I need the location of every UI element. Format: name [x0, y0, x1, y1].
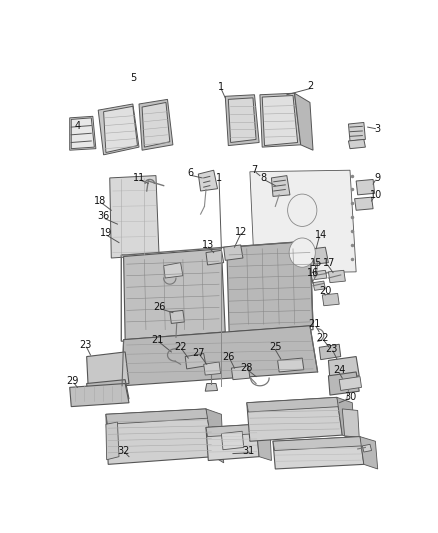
Polygon shape	[170, 310, 184, 324]
Text: 11: 11	[133, 173, 145, 183]
Polygon shape	[227, 241, 313, 332]
Text: 10: 10	[370, 190, 382, 200]
Polygon shape	[294, 93, 313, 150]
Text: 12: 12	[234, 227, 247, 237]
Text: 17: 17	[323, 257, 336, 268]
Text: 28: 28	[240, 363, 253, 373]
Polygon shape	[205, 384, 218, 391]
Text: 22: 22	[174, 342, 187, 352]
Text: 36: 36	[98, 212, 110, 221]
Polygon shape	[204, 362, 221, 375]
Text: 26: 26	[222, 352, 234, 361]
Polygon shape	[260, 93, 301, 147]
Polygon shape	[221, 431, 244, 450]
Text: 16: 16	[307, 269, 319, 278]
Polygon shape	[142, 102, 170, 147]
Polygon shape	[250, 170, 356, 273]
Polygon shape	[313, 270, 327, 280]
Polygon shape	[228, 98, 256, 142]
Text: 1: 1	[218, 82, 224, 92]
Polygon shape	[313, 281, 325, 290]
Polygon shape	[339, 377, 361, 391]
Polygon shape	[328, 372, 359, 395]
Text: 14: 14	[314, 230, 327, 240]
Text: 29: 29	[67, 376, 79, 386]
Text: 21: 21	[308, 319, 321, 329]
Polygon shape	[71, 118, 94, 149]
Polygon shape	[322, 294, 339, 306]
Polygon shape	[87, 379, 129, 403]
Polygon shape	[328, 270, 346, 282]
Polygon shape	[231, 366, 250, 379]
Polygon shape	[278, 358, 304, 372]
Polygon shape	[206, 251, 224, 265]
Polygon shape	[342, 409, 359, 438]
Polygon shape	[124, 249, 225, 340]
Polygon shape	[139, 99, 173, 150]
Polygon shape	[122, 326, 318, 386]
Text: 23: 23	[79, 340, 91, 350]
Polygon shape	[360, 437, 378, 469]
Polygon shape	[103, 106, 138, 152]
Text: 7: 7	[251, 165, 258, 175]
Polygon shape	[319, 344, 341, 360]
Text: 1: 1	[216, 173, 222, 183]
Polygon shape	[106, 409, 214, 464]
Polygon shape	[206, 424, 258, 437]
Polygon shape	[337, 398, 355, 440]
Ellipse shape	[289, 238, 315, 267]
Polygon shape	[106, 409, 208, 424]
Polygon shape	[70, 116, 96, 150]
Polygon shape	[98, 104, 139, 155]
Polygon shape	[328, 357, 359, 379]
Text: 15: 15	[310, 257, 322, 268]
Text: 13: 13	[202, 240, 215, 250]
Text: 4: 4	[74, 120, 81, 131]
Polygon shape	[106, 422, 119, 460]
Text: 21: 21	[151, 335, 164, 345]
Text: 3: 3	[374, 124, 381, 134]
Text: 23: 23	[325, 344, 338, 354]
Polygon shape	[355, 197, 373, 210]
Text: 31: 31	[242, 446, 254, 456]
Text: 18: 18	[94, 196, 106, 206]
Polygon shape	[362, 445, 371, 452]
Text: 20: 20	[319, 286, 332, 296]
Text: 26: 26	[153, 302, 165, 311]
Text: 27: 27	[192, 348, 205, 358]
Text: 6: 6	[187, 168, 194, 179]
Polygon shape	[70, 384, 129, 407]
Text: 24: 24	[333, 366, 346, 375]
Polygon shape	[87, 352, 129, 387]
Text: 25: 25	[269, 342, 282, 352]
Polygon shape	[206, 424, 259, 461]
Polygon shape	[185, 353, 206, 369]
Polygon shape	[224, 245, 243, 260]
Polygon shape	[256, 424, 272, 461]
Polygon shape	[198, 170, 218, 191]
Text: 8: 8	[261, 173, 267, 183]
Polygon shape	[349, 123, 365, 141]
Polygon shape	[349, 140, 365, 149]
Text: 22: 22	[316, 333, 328, 343]
Polygon shape	[356, 180, 374, 195]
Text: 5: 5	[130, 73, 136, 83]
Polygon shape	[247, 398, 339, 412]
Polygon shape	[313, 247, 328, 264]
Text: 2: 2	[307, 80, 313, 91]
Text: 32: 32	[117, 446, 130, 456]
Polygon shape	[164, 263, 183, 278]
Polygon shape	[206, 409, 224, 463]
Text: 9: 9	[374, 173, 381, 183]
Ellipse shape	[288, 194, 317, 227]
Polygon shape	[262, 95, 298, 146]
Polygon shape	[110, 175, 159, 258]
Polygon shape	[273, 437, 364, 469]
Polygon shape	[247, 398, 342, 441]
Polygon shape	[225, 95, 259, 146]
Text: 30: 30	[344, 392, 356, 401]
Polygon shape	[272, 175, 290, 196]
Text: 19: 19	[100, 228, 112, 238]
Polygon shape	[273, 437, 362, 450]
